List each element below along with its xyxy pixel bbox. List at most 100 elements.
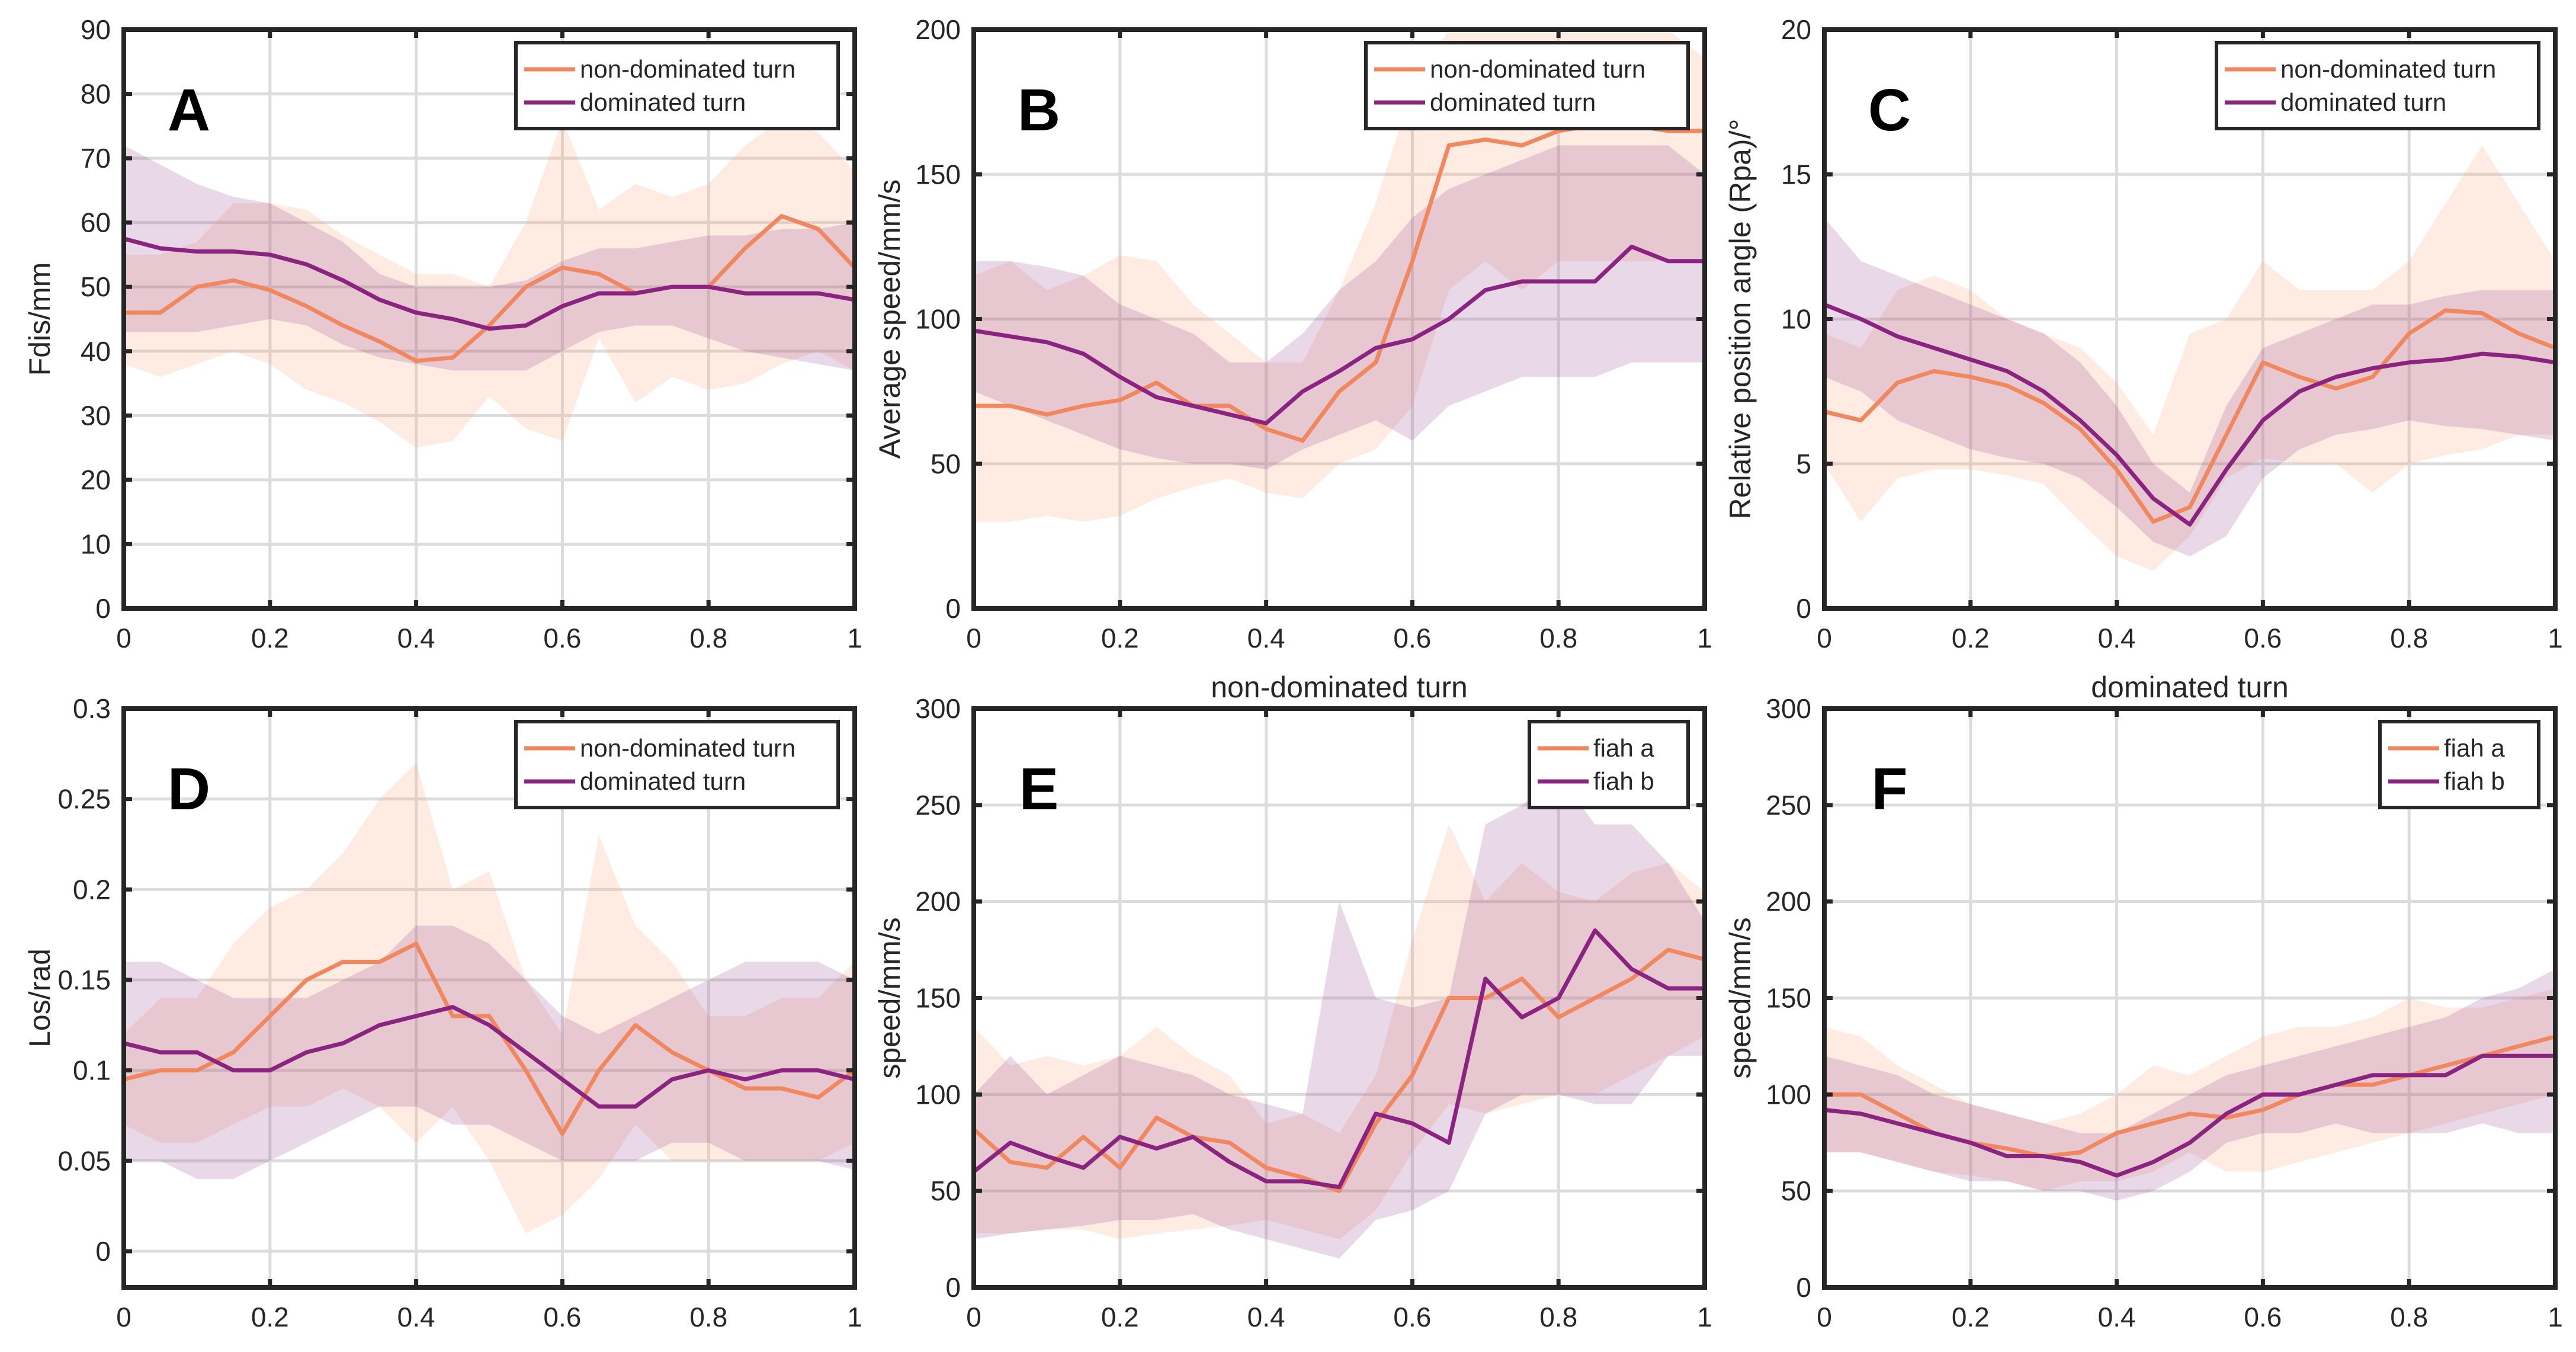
x-tick-label: 0.8	[1539, 623, 1577, 653]
panel-d: 0 0.2 0.4 0.6 0.8 1 0 0.05 0.1 0.15 0.2 0.25 0.3 Los/…	[23, 693, 862, 1332]
confidence-band-series-2	[974, 776, 1705, 1259]
y-axis-label: speed/mm/s	[1724, 917, 1757, 1078]
y-tick-label: 70	[81, 143, 111, 174]
mean-line-series-2	[972, 928, 1705, 1190]
mean-line-series-2	[1823, 302, 2556, 527]
x-tick-label: 0.6	[543, 623, 581, 653]
x-tick-label: 1	[847, 623, 862, 653]
x-tick-label: 0.4	[1247, 623, 1285, 653]
x-tick-label: 0.2	[251, 623, 289, 653]
legend-box	[2378, 720, 2540, 809]
y-tick-label: 0.2	[73, 874, 111, 905]
y-tick-label: 5	[1796, 448, 1811, 479]
x-tick-label: 0	[1817, 623, 1832, 653]
panel-letter: D	[168, 756, 210, 822]
y-tick-label: 0.3	[73, 693, 111, 724]
legend-label: fiah a	[1593, 734, 1654, 762]
y-axis-label: Los/rad	[23, 949, 56, 1047]
legend-label: fiah b	[2444, 767, 2505, 795]
y-tick-label: 10	[81, 528, 111, 559]
x-tick-label: 0.8	[1539, 1302, 1577, 1332]
y-tick-label: 150	[1766, 983, 1811, 1014]
x-tick-label: 0.8	[689, 623, 727, 653]
legend: non-dominated turn dominated turn	[1364, 41, 1690, 130]
panel-letter: E	[1019, 756, 1059, 822]
y-tick-label: 50	[81, 271, 111, 302]
mean-line-series-2	[1824, 1053, 2555, 1178]
y-tick-label: 20	[81, 464, 111, 495]
x-tick-label: 1	[1697, 1302, 1712, 1332]
legend: non-dominated turn dominated turn	[514, 41, 840, 130]
mean-line-series-1	[124, 214, 856, 363]
panel-letter: F	[1871, 756, 1907, 822]
legend-box	[2215, 41, 2540, 130]
y-axis-label: Average speed/mm/s	[873, 180, 906, 459]
y-tick-label: 50	[931, 1175, 961, 1206]
legend-label: fiah b	[1593, 767, 1654, 795]
x-tick-label: 0.4	[397, 1302, 435, 1332]
legend-label: non-dominated turn	[580, 55, 795, 83]
x-tick-label: 1	[2548, 1302, 2563, 1332]
x-tick-label: 0.2	[1101, 623, 1139, 653]
y-axis-label: Relative position angle (Rpa)/°	[1724, 119, 1757, 520]
legend-label: dominated turn	[1430, 88, 1596, 116]
panel-letter: B	[1018, 77, 1060, 143]
y-tick-label: 150	[915, 159, 961, 190]
legend-box	[1364, 41, 1690, 130]
x-tick-label: 0.2	[1101, 1302, 1139, 1332]
y-tick-label: 0	[95, 593, 111, 624]
x-tick-label: 0.8	[2390, 1302, 2428, 1332]
y-tick-label: 200	[1766, 886, 1811, 917]
legend-label: dominated turn	[2280, 88, 2446, 116]
y-tick-label: 30	[81, 400, 111, 431]
legend: non-dominated turn dominated turn	[514, 720, 840, 809]
legend: fiah a fiah b	[1528, 720, 1690, 809]
mean-line-series-2	[973, 244, 1705, 425]
panel-a: 0 0.2 0.4 0.6 0.8 10102030405060708090Fdis/mm…	[23, 14, 862, 653]
x-tick-label: 0.8	[689, 1302, 727, 1332]
confidence-band-series-1	[124, 762, 855, 1234]
y-tick-label: 250	[1766, 790, 1811, 821]
panel-b: 0 0.2 0.4 0.6 0.8 1 0 50 100 150 200 non-dominated …	[873, 14, 1712, 704]
x-tick-label: 0.4	[1247, 1302, 1285, 1332]
panel-letter: C	[1868, 77, 1911, 143]
mean-line-series-1	[972, 947, 1705, 1193]
x-tick-label: 0	[966, 1302, 981, 1332]
legend-box	[514, 41, 840, 130]
panel-f: 0 0.2 0.4 0.6 0.8 1 0 50 100 150 200 250 300 speed/mm…	[1724, 693, 2563, 1332]
y-tick-label: 100	[915, 1079, 961, 1110]
x-tick-label: 0.4	[2098, 1302, 2136, 1332]
confidence-band-series-1	[974, 824, 1705, 1239]
confidence-band-series-1	[124, 119, 855, 448]
x-tick-label: 0.6	[2244, 1302, 2282, 1332]
mean-line-series-1	[123, 941, 856, 1136]
legend-box	[514, 720, 840, 809]
legend-label: fiah a	[2444, 734, 2505, 762]
y-tick-label: 20	[1781, 14, 1811, 45]
legend-label: dominated turn	[580, 88, 746, 116]
x-axis-label: non-dominated turn	[1211, 671, 1468, 704]
y-tick-label: 80	[81, 79, 111, 110]
y-tick-label: 15	[1781, 159, 1811, 190]
y-tick-label: 100	[1766, 1079, 1811, 1110]
mean-line-series-2	[123, 236, 855, 331]
x-tick-label: 0.6	[1393, 1302, 1431, 1332]
panel-letter: A	[168, 77, 210, 143]
axes-box	[121, 706, 857, 1290]
y-axis-label: speed/mm/s	[873, 917, 906, 1078]
legend-label: non-dominated turn	[2280, 55, 2496, 83]
x-tick-label: 0.6	[2244, 623, 2282, 653]
y-tick-label: 300	[1766, 693, 1811, 724]
confidence-band-series-2	[1824, 969, 2555, 1201]
confidence-band-series-1	[1824, 988, 2555, 1191]
legend: non-dominated turn dominated turn	[2215, 41, 2540, 130]
x-tick-label: 0.2	[1952, 623, 1990, 653]
y-tick-label: 100	[915, 304, 961, 335]
axes-box	[121, 27, 857, 611]
y-tick-label: 0.15	[57, 965, 111, 995]
x-tick-label: 1	[1697, 623, 1712, 653]
y-tick-label: 300	[915, 693, 961, 724]
confidence-band-series-2	[124, 925, 855, 1179]
